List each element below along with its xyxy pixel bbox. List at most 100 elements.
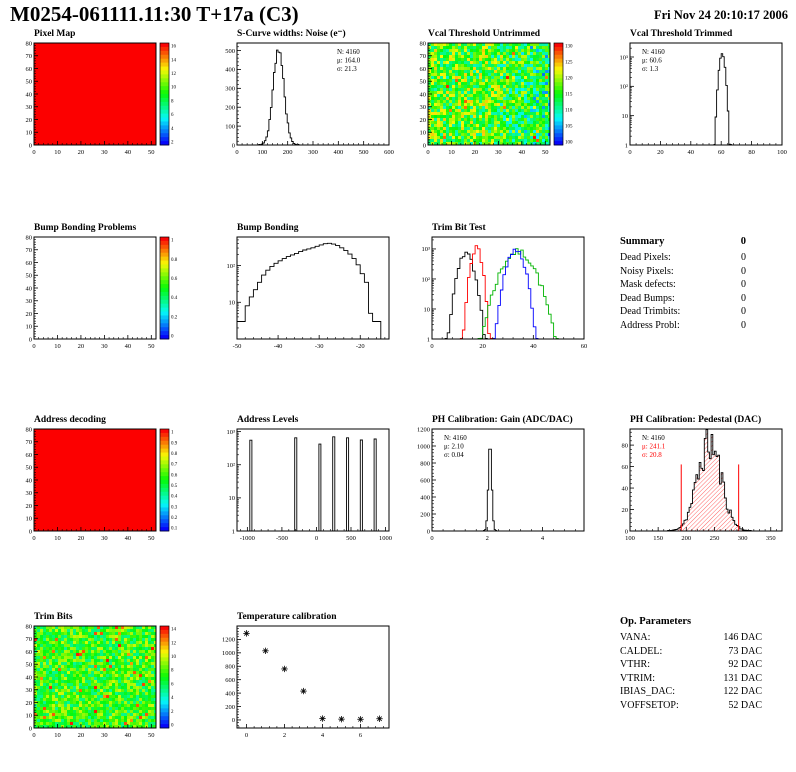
op-parameter-row: VANA: 146 DAC	[620, 631, 762, 645]
svg-text:0: 0	[315, 535, 318, 542]
svg-text:60: 60	[420, 66, 427, 73]
svg-text:10³: 10³	[620, 54, 629, 61]
svg-text:400: 400	[333, 149, 343, 156]
chart-title-trim-bit-test: Trim Bit Test	[432, 223, 486, 233]
svg-text:50: 50	[26, 79, 33, 86]
summary-item-label: Noisy Pixels:	[620, 265, 674, 277]
svg-text:0: 0	[426, 149, 429, 156]
op-parameter-row: VOFFSETOP: 52 DAC	[620, 699, 762, 713]
chart-title-bump-bonding-problems: Bump Bonding Problems	[34, 223, 137, 233]
svg-text:300: 300	[308, 149, 318, 156]
svg-text:200: 200	[225, 704, 235, 711]
svg-text:10: 10	[54, 535, 61, 542]
svg-text:μ: 60.6: μ: 60.6	[642, 57, 662, 65]
svg-text:0: 0	[32, 149, 35, 156]
svg-text:200: 200	[420, 511, 430, 518]
panel-vcal-trimmed: Vcal Threshold Trimmed 0 20 40 60 80 100 1 10 10…	[600, 28, 792, 160]
svg-text:σ: 0.04: σ: 0.04	[444, 451, 464, 459]
svg-text:40: 40	[125, 535, 132, 542]
op-parameter-row: VTRIM: 131 DAC	[620, 672, 762, 686]
svg-text:20: 20	[26, 311, 33, 318]
svg-text:6: 6	[171, 682, 174, 687]
op-parameter-row: IBIAS_DAC: 122 DAC	[620, 685, 762, 699]
svg-text:8: 8	[171, 669, 174, 674]
svg-text:50: 50	[26, 662, 33, 669]
svg-text:20: 20	[78, 732, 85, 739]
svg-text:N: 4160: N: 4160	[642, 48, 665, 56]
svg-text:10²: 10²	[422, 276, 431, 283]
svg-text:80: 80	[622, 442, 629, 449]
svg-text:350: 350	[766, 535, 776, 542]
svg-text:0: 0	[625, 528, 628, 535]
svg-text:200: 200	[283, 149, 293, 156]
chart-title-vcal-untrimmed: Vcal Threshold Untrimmed	[428, 29, 541, 39]
svg-text:500: 500	[346, 535, 356, 542]
summary-item-label: Dead Pixels:	[620, 252, 671, 263]
svg-text:30: 30	[420, 104, 427, 111]
summary-item-value: 0	[741, 292, 746, 304]
svg-text:20: 20	[26, 117, 33, 124]
svg-text:70: 70	[420, 53, 427, 60]
svg-text:10: 10	[171, 86, 177, 91]
svg-text:0: 0	[32, 535, 35, 542]
svg-text:50: 50	[26, 273, 33, 280]
svg-text:70: 70	[26, 636, 33, 643]
svg-text:50: 50	[420, 79, 427, 86]
svg-text:0: 0	[29, 142, 32, 149]
svg-text:30: 30	[26, 298, 33, 305]
svg-text:0: 0	[245, 732, 248, 739]
svg-text:10²: 10²	[620, 84, 629, 91]
op-parameter-row: CALDEL: 73 DAC	[620, 645, 762, 659]
svg-text:40: 40	[125, 149, 132, 156]
svg-text:40: 40	[26, 285, 33, 292]
chart-bump-bonding-problems: 0 10 20 30 40 50 0 10 20 30 40 50 60 70 80 1 0.8 0.6 0.4 0.…	[26, 234, 178, 350]
svg-text:1: 1	[625, 142, 628, 149]
svg-text:0: 0	[32, 343, 35, 350]
svg-text:100: 100	[625, 535, 635, 542]
svg-text:40: 40	[688, 149, 695, 156]
svg-text:2: 2	[171, 141, 174, 146]
svg-text:600: 600	[225, 677, 235, 684]
svg-text:100: 100	[565, 141, 573, 146]
summary-item-label: Address Probl:	[620, 319, 680, 331]
svg-text:4: 4	[321, 732, 325, 739]
summary-row: Dead Pixels: 0	[620, 251, 746, 265]
svg-text:0: 0	[628, 149, 631, 156]
chart-title-trim-bits: Trim Bits	[34, 612, 73, 622]
panel-temperature-calibration: Temperature calibration 0 2 4 6 0 200 400 600 80…	[207, 611, 399, 743]
svg-text:60: 60	[622, 464, 629, 471]
op-parameter-value: 146 DAC	[723, 632, 762, 643]
svg-text:10: 10	[229, 495, 236, 502]
svg-text:0.6: 0.6	[171, 473, 178, 478]
svg-text:600: 600	[384, 149, 394, 156]
svg-text:1000: 1000	[417, 443, 430, 450]
svg-text:50: 50	[148, 343, 155, 350]
svg-text:2: 2	[486, 535, 489, 542]
summary-item-value: 0	[741, 319, 746, 331]
svg-text:50: 50	[148, 535, 155, 542]
svg-text:6: 6	[171, 113, 174, 118]
svg-text:8: 8	[171, 99, 174, 104]
svg-text:100: 100	[257, 149, 267, 156]
svg-text:N: 4160: N: 4160	[642, 434, 665, 442]
svg-text:60: 60	[718, 149, 725, 156]
summary-total: 0	[740, 236, 746, 247]
timestamp: Fri Nov 24 20:10:17 2006	[653, 8, 788, 22]
panel-vcal-untrimmed: Vcal Threshold Untrimmed 0 10 20 30 40 50 0 10 2…	[402, 28, 594, 160]
svg-text:500: 500	[225, 48, 235, 55]
svg-text:10: 10	[171, 655, 177, 660]
chart-title-temperature-calibration: Temperature calibration	[237, 612, 337, 622]
svg-text:0.7: 0.7	[171, 463, 178, 468]
svg-text:0.2: 0.2	[171, 315, 178, 320]
svg-text:80: 80	[26, 40, 33, 47]
svg-text:40: 40	[125, 732, 132, 739]
chart-title-ph-pedestal: PH Calibration: Pedestal (DAC)	[630, 415, 762, 425]
svg-text:0: 0	[232, 717, 235, 724]
svg-text:40: 40	[420, 91, 427, 98]
svg-text:4: 4	[171, 127, 174, 132]
svg-text:120: 120	[565, 77, 573, 82]
svg-text:40: 40	[125, 343, 132, 350]
